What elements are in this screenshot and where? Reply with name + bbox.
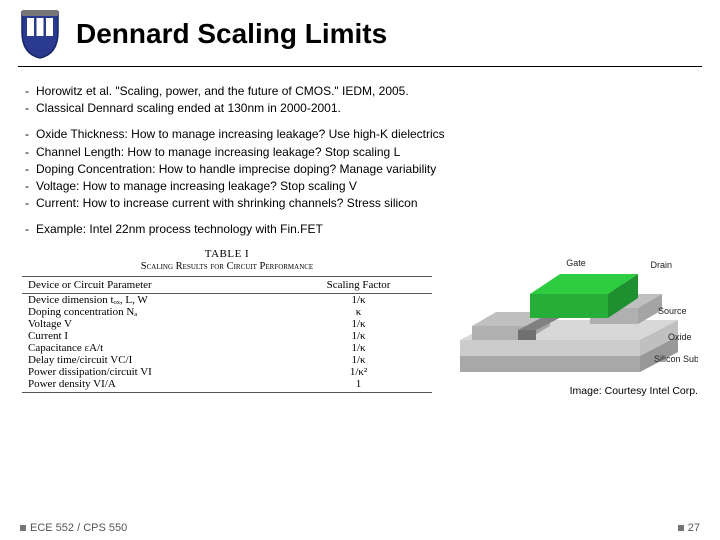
param-cell: Power density VI/A <box>22 378 285 393</box>
factor-cell: 1 <box>285 378 432 393</box>
finfet-figure: Gate Drain Source Oxide Silicon Substrat… <box>440 248 698 397</box>
bullet-dash-icon: - <box>18 100 36 116</box>
bullet-text: Oxide Thickness: How to manage increasin… <box>36 126 445 142</box>
slide-footer: ECE 552 / CPS 550 27 <box>0 522 720 534</box>
drain-label: Drain <box>650 260 672 270</box>
bullet-dash-icon: - <box>18 144 36 160</box>
col-header-param: Device or Circuit Parameter <box>22 276 285 293</box>
bullet-dash-icon: - <box>18 83 36 99</box>
slide-header: Dennard Scaling Limits <box>0 0 720 66</box>
param-cell: Device dimension tₒₓ, L, W <box>22 293 285 306</box>
image-credit: Image: Courtesy Intel Corp. <box>440 385 698 397</box>
table-row: Power density VI/A1 <box>22 378 432 393</box>
bullet-item: -Doping Concentration: How to handle imp… <box>18 161 702 177</box>
slide-title: Dennard Scaling Limits <box>76 18 387 50</box>
bullet-dash-icon: - <box>18 126 36 142</box>
bullet-dash-icon: - <box>18 178 36 194</box>
factor-cell: κ <box>285 306 432 318</box>
bullet-dash-icon: - <box>18 161 36 177</box>
table-caption: TABLE I <box>22 248 432 260</box>
param-cell: Delay time/circuit VC/I <box>22 354 285 366</box>
col-header-factor: Scaling Factor <box>285 276 432 293</box>
bullet-item: -Voltage: How to manage increasing leaka… <box>18 178 702 194</box>
scaling-table-figure: TABLE I Scaling Results for Circuit Perf… <box>22 248 432 393</box>
factor-cell: 1/κ² <box>285 366 432 378</box>
factor-cell: 1/κ <box>285 318 432 330</box>
bullet-text: Example: Intel 22nm process technology w… <box>36 221 323 237</box>
factor-cell: 1/κ <box>285 342 432 354</box>
bullet-text: Current: How to increase current with sh… <box>36 195 418 211</box>
header-rule <box>18 66 702 67</box>
table-row: Capacitance εA/t1/κ <box>22 342 432 354</box>
bullet-item: -Current: How to increase current with s… <box>18 195 702 211</box>
param-cell: Capacitance εA/t <box>22 342 285 354</box>
table-row: Device dimension tₒₓ, L, W1/κ <box>22 293 432 306</box>
bullet-dash-icon: - <box>18 221 36 237</box>
table-subcaption: Scaling Results for Circuit Performance <box>22 261 432 272</box>
bullet-text: Channel Length: How to manage increasing… <box>36 144 400 160</box>
table-row: Delay time/circuit VC/I1/κ <box>22 354 432 366</box>
substrate-label: Silicon Substrate <box>654 354 698 364</box>
factor-cell: 1/κ <box>285 354 432 366</box>
bullet-item: -Classical Dennard scaling ended at 130n… <box>18 100 702 116</box>
factor-cell: 1/κ <box>285 293 432 306</box>
bullet-item: -Channel Length: How to manage increasin… <box>18 144 702 160</box>
footer-left: ECE 552 / CPS 550 <box>20 522 127 534</box>
university-shield-logo <box>18 8 62 60</box>
bullet-text: Classical Dennard scaling ended at 130nm… <box>36 100 341 116</box>
gate-label: Gate <box>566 258 586 268</box>
table-row: Voltage V1/κ <box>22 318 432 330</box>
bullet-text: Voltage: How to manage increasing leakag… <box>36 178 357 194</box>
oxide-label: Oxide <box>668 332 692 342</box>
bullet-text: Horowitz et al. "Scaling, power, and the… <box>36 83 409 99</box>
slide-body: -Horowitz et al. "Scaling, power, and th… <box>0 73 720 397</box>
bullet-text: Doping Concentration: How to handle impr… <box>36 161 436 177</box>
bullet-group-2: -Oxide Thickness: How to manage increasi… <box>18 126 702 211</box>
page-number: 27 <box>688 522 700 534</box>
bullet-group-1: -Horowitz et al. "Scaling, power, and th… <box>18 83 702 116</box>
figures-row: TABLE I Scaling Results for Circuit Perf… <box>22 248 702 397</box>
bullet-group-3: -Example: Intel 22nm process technology … <box>18 221 702 237</box>
finfet-diagram-icon: Gate Drain Source Oxide Silicon Substrat… <box>440 248 698 378</box>
scaling-table: Device or Circuit Parameter Scaling Fact… <box>22 276 432 393</box>
factor-cell: 1/κ <box>285 330 432 342</box>
bullet-dash-icon: - <box>18 195 36 211</box>
footer-bullet-icon <box>678 525 684 531</box>
param-cell: Voltage V <box>22 318 285 330</box>
source-label: Source <box>658 306 687 316</box>
course-code: ECE 552 / CPS 550 <box>30 522 127 534</box>
param-cell: Current I <box>22 330 285 342</box>
param-cell: Power dissipation/circuit VI <box>22 366 285 378</box>
bullet-item: -Example: Intel 22nm process technology … <box>18 221 702 237</box>
param-cell: Doping concentration Nₐ <box>22 306 285 318</box>
bullet-item: -Oxide Thickness: How to manage increasi… <box>18 126 702 142</box>
footer-bullet-icon <box>20 525 26 531</box>
footer-right: 27 <box>678 522 700 534</box>
bullet-item: -Horowitz et al. "Scaling, power, and th… <box>18 83 702 99</box>
table-row: Power dissipation/circuit VI1/κ² <box>22 366 432 378</box>
table-row: Doping concentration Nₐκ <box>22 306 432 318</box>
table-row: Current I1/κ <box>22 330 432 342</box>
